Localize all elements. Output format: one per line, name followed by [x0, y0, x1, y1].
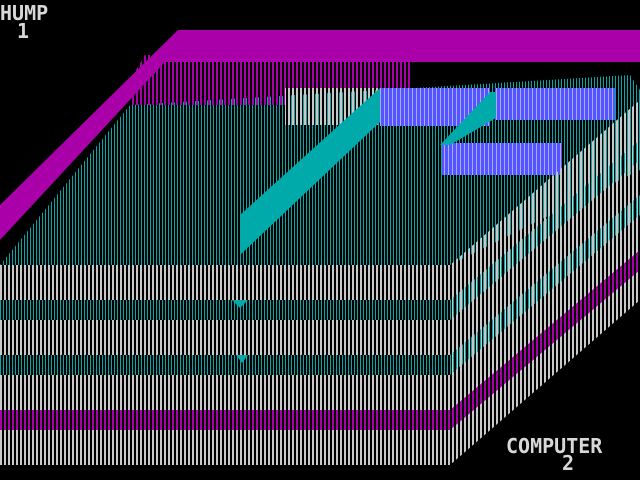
- side-band: [450, 140, 640, 320]
- level-face: [0, 430, 450, 465]
- player-name: HUMP: [0, 1, 48, 25]
- side-band: [450, 250, 640, 430]
- wall: [240, 88, 380, 255]
- level-face: [0, 410, 450, 430]
- level-face: [0, 375, 450, 410]
- level-floor: [0, 355, 450, 375]
- player-name: COMPUTER: [506, 434, 603, 458]
- level-face: [0, 265, 450, 300]
- marker: [236, 355, 248, 363]
- level-face: [0, 320, 450, 355]
- level-floor: [0, 300, 450, 320]
- marker: [232, 300, 248, 308]
- player-score: 2: [562, 451, 574, 475]
- player-score: 1: [17, 19, 29, 43]
- wall: [495, 88, 615, 120]
- side-band: [450, 195, 640, 375]
- wall: [442, 143, 562, 175]
- back-rim: [0, 30, 640, 240]
- wall: [440, 92, 496, 145]
